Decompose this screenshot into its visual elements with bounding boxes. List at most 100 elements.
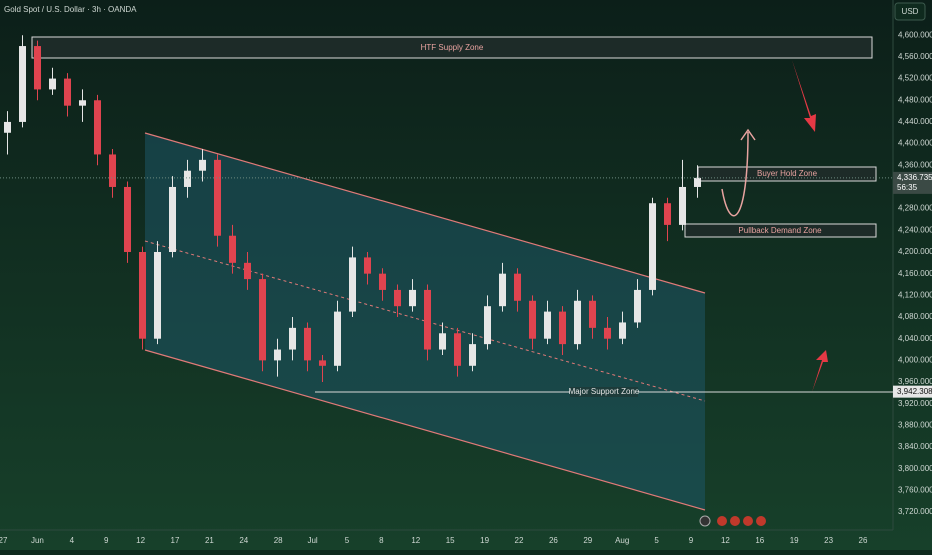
candle-body: [34, 46, 41, 90]
supply-zone: [31, 36, 873, 59]
candle-body: [679, 186, 686, 225]
y-tick-label: 3,960.000: [898, 377, 932, 386]
candle-body: [484, 306, 491, 345]
projection-arrow: [721, 128, 756, 217]
candle-body: [469, 344, 476, 366]
candle-body: [694, 177, 701, 187]
candle-body: [64, 78, 71, 106]
x-tick-label: 21: [205, 536, 214, 545]
x-tick-label: 22: [515, 536, 524, 545]
y-tick-label: 4,280.000: [898, 204, 932, 213]
candle-body: [154, 251, 161, 339]
candle-body: [229, 235, 236, 263]
x-tick-label: 9: [689, 536, 694, 545]
y-tick-label: 4,400.000: [898, 139, 932, 148]
candle-body: [139, 251, 146, 339]
y-tick-label: 4,600.000: [898, 30, 932, 39]
y-tick-label: 4,080.000: [898, 312, 932, 321]
y-tick-label: 4,160.000: [898, 269, 932, 278]
candle-body: [619, 322, 626, 339]
candle-body: [379, 273, 386, 290]
support-label-bg: [570, 387, 638, 397]
candle-body: [214, 159, 221, 236]
x-tick-label: 15: [446, 536, 455, 545]
channel-mid: [144, 240, 706, 402]
y-tick-label: 4,560.000: [898, 52, 932, 61]
y-tick-label: 3,760.000: [898, 486, 932, 495]
x-tick-label: 28: [274, 536, 283, 545]
candle-body: [94, 100, 101, 155]
candle-body: [514, 273, 521, 301]
y-tick-label: 3,920.000: [898, 399, 932, 408]
x-tick-label: 27: [0, 536, 8, 545]
last-price-tag: [893, 171, 932, 194]
candle-body: [544, 311, 551, 339]
candle-body: [664, 203, 671, 225]
candle-body: [604, 327, 611, 339]
candle-body: [19, 46, 26, 122]
x-tick-label: 12: [136, 536, 145, 545]
candle-body: [409, 289, 416, 307]
zone-label: HTF Supply Zone: [421, 43, 484, 52]
x-tick-label: 16: [755, 536, 764, 545]
candle-body: [274, 349, 281, 361]
support-price-label: 3,942.308: [897, 387, 932, 396]
candle-body: [334, 311, 341, 366]
y-tick-label: 4,360.000: [898, 160, 932, 169]
countdown: 56:35: [897, 183, 918, 192]
x-tick-label: 26: [859, 536, 868, 545]
x-tick-label: Jun: [31, 536, 44, 545]
channel-bottom: [144, 349, 706, 511]
x-tick-label: 23: [824, 536, 833, 545]
zone-label: Buyer Hold Zone: [757, 169, 818, 178]
x-tick-label: Aug: [615, 536, 629, 545]
candle-body: [199, 159, 206, 171]
x-tick-label: Jul: [307, 536, 317, 545]
candle-body: [124, 186, 131, 252]
y-tick-label: 4,520.000: [898, 74, 932, 83]
candle-body: [349, 257, 356, 312]
candle-body: [4, 121, 11, 133]
candle-body: [454, 333, 461, 366]
support-price-tag: [893, 385, 932, 398]
x-tick-label: 5: [345, 536, 350, 545]
demand-zone: [684, 223, 877, 238]
candle-body: [304, 327, 311, 361]
x-tick-label: 12: [411, 536, 420, 545]
x-tick-label: 8: [379, 536, 384, 545]
candle-body: [529, 300, 536, 339]
chart-title: Gold Spot / U.S. Dollar · 3h · OANDA: [4, 5, 137, 14]
candle-body: [184, 170, 191, 187]
x-tick-label: 19: [790, 536, 799, 545]
candle-body: [589, 300, 596, 328]
x-tick-label: 29: [583, 536, 592, 545]
currency-button[interactable]: [894, 2, 926, 21]
candle-body: [439, 333, 446, 350]
x-tick-label: 24: [239, 536, 248, 545]
y-tick-label: 3,880.000: [898, 421, 932, 430]
candle-body: [394, 289, 401, 307]
currency[interactable]: USD: [902, 7, 919, 16]
candle-body: [649, 203, 656, 290]
x-tick-label: 26: [549, 536, 558, 545]
channel-top: [144, 132, 706, 294]
y-tick-label: 4,040.000: [898, 334, 932, 343]
down-arrow: [792, 60, 816, 132]
y-tick-label: 4,240.000: [898, 225, 932, 234]
candle-body: [49, 78, 56, 90]
event-icons: [699, 515, 766, 527]
candle-body: [244, 262, 251, 280]
x-tick-label: 12: [721, 536, 730, 545]
last-price-label: 4,336.735: [897, 173, 932, 182]
candle-body: [559, 311, 566, 345]
y-tick-label: 3,720.000: [898, 507, 932, 516]
candle-body: [79, 100, 86, 106]
x-tick-label: 5: [654, 536, 659, 545]
candle-body: [499, 273, 506, 307]
zone-label: Pullback Demand Zone: [738, 226, 822, 235]
y-tick-label: 4,000.000: [898, 355, 932, 364]
y-tick-label: 4,440.000: [898, 117, 932, 126]
candle-body: [289, 327, 296, 350]
